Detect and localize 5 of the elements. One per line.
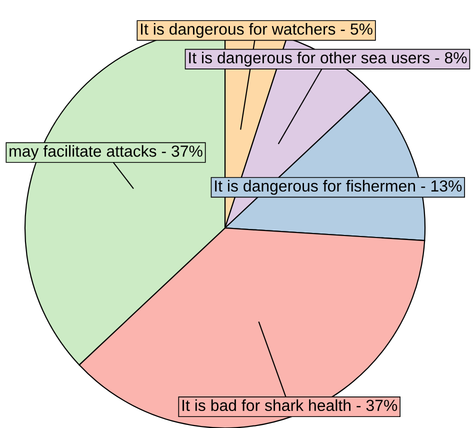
slice-label: It is dangerous for watchers - 5%	[141, 23, 372, 38]
slice-label: It is dangerous for fishermen - 13%	[215, 180, 462, 195]
slice-label: may facilitate attacks - 37%	[10, 145, 202, 160]
slice-label: It is dangerous for other sea users - 8%	[189, 52, 467, 67]
slice-label: It is bad for shark health - 37%	[182, 399, 398, 412]
